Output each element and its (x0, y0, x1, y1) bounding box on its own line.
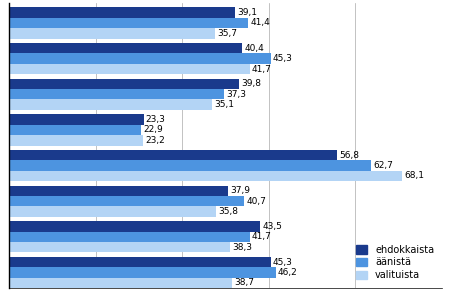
Text: 41,4: 41,4 (250, 19, 270, 28)
Text: 56,8: 56,8 (339, 151, 359, 160)
Text: 35,8: 35,8 (218, 207, 238, 216)
Bar (9, 278, 232, 288)
Text: 45,3: 45,3 (273, 258, 293, 267)
Bar (9, 171, 402, 181)
Text: 37,3: 37,3 (227, 90, 247, 99)
Text: 46,2: 46,2 (278, 268, 298, 277)
Bar (9, 161, 371, 171)
Text: 35,7: 35,7 (217, 29, 237, 38)
Legend: ehdokkaista, äänistä, valituista: ehdokkaista, äänistä, valituista (353, 242, 437, 283)
Bar (9, 54, 271, 64)
Text: 23,3: 23,3 (146, 115, 166, 124)
Bar (9, 232, 250, 242)
Text: 35,1: 35,1 (214, 100, 234, 109)
Text: 41,7: 41,7 (252, 65, 272, 74)
Text: 62,7: 62,7 (373, 161, 393, 170)
Bar (9, 206, 216, 217)
Bar (9, 150, 337, 161)
Text: 37,9: 37,9 (230, 186, 250, 195)
Text: 38,7: 38,7 (235, 278, 255, 288)
Bar (9, 99, 212, 110)
Text: 23,2: 23,2 (145, 136, 165, 145)
Bar (9, 196, 244, 206)
Bar (9, 43, 242, 54)
Text: 22,9: 22,9 (143, 126, 163, 134)
Bar (9, 267, 276, 278)
Bar (9, 242, 230, 253)
Text: 40,7: 40,7 (246, 197, 266, 206)
Text: 38,3: 38,3 (232, 243, 253, 252)
Text: 68,1: 68,1 (405, 171, 424, 181)
Bar (9, 114, 143, 125)
Bar (9, 135, 143, 146)
Bar (9, 64, 250, 74)
Bar (9, 7, 235, 18)
Bar (9, 257, 271, 267)
Text: 39,1: 39,1 (237, 8, 257, 17)
Text: 41,7: 41,7 (252, 232, 272, 241)
Text: 43,5: 43,5 (262, 222, 282, 231)
Bar (9, 89, 224, 99)
Text: 39,8: 39,8 (241, 79, 261, 88)
Bar (9, 186, 228, 196)
Bar (9, 79, 239, 89)
Bar (9, 28, 215, 39)
Text: 40,4: 40,4 (244, 44, 264, 53)
Bar (9, 221, 260, 232)
Bar (9, 125, 141, 135)
Bar (9, 18, 248, 28)
Text: 45,3: 45,3 (273, 54, 293, 63)
